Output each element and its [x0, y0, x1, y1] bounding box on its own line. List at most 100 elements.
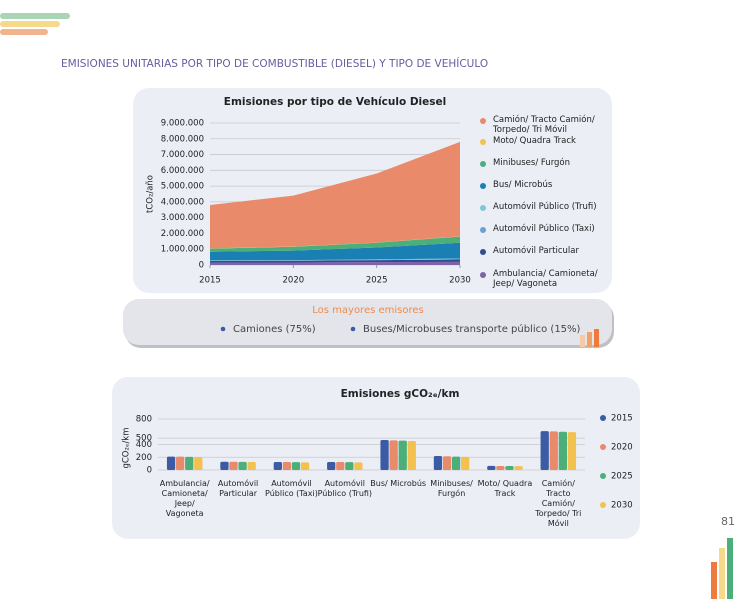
- area: [210, 242, 460, 261]
- legend-swatch: [480, 227, 486, 233]
- bar: [487, 465, 496, 470]
- bar: [220, 461, 229, 470]
- page-title: EMISIONES UNITARIAS POR TIPO DE COMBUSTI…: [61, 57, 488, 70]
- decor-bar: [711, 562, 717, 599]
- legend-label: Automóvil Particular: [493, 246, 579, 256]
- legend-label: Moto/ Quadra Track: [493, 136, 576, 146]
- bar: [567, 432, 577, 470]
- legend-label: Ambulancia/ Camioneta/ Jeep/ Vagoneta: [493, 269, 598, 289]
- icon: [580, 335, 585, 347]
- y-tick-label: 4.000.000: [161, 197, 204, 207]
- x-tick-label: 2020: [283, 276, 305, 286]
- y-tick-label: 200: [136, 453, 152, 463]
- callout-item: Camiones (75%): [233, 324, 316, 335]
- y-tick-label: 0: [147, 466, 152, 476]
- legend-label: Camión/ Tracto Camión/ Torpedo/ Tri Móvi…: [493, 115, 595, 135]
- legend-swatch: [480, 249, 486, 255]
- bar: [273, 462, 282, 470]
- legend-swatch: [480, 183, 486, 189]
- x-tick-label: 2015: [199, 276, 221, 286]
- x-tick-label: Moto/ Quadra Track: [477, 479, 533, 498]
- y-tick-label: 400: [136, 440, 152, 450]
- legend-swatch: [480, 272, 486, 278]
- bar: [433, 455, 443, 470]
- chart-title: Emisiones gCO₂ₑ/km: [341, 388, 460, 400]
- icon: [594, 329, 599, 347]
- legend-swatch: [480, 205, 486, 211]
- legend-swatch: [600, 444, 606, 450]
- area: [210, 236, 460, 252]
- legend-label: Automóvil Público (Taxi): [493, 224, 595, 234]
- bar: [291, 462, 301, 470]
- bar: [398, 440, 407, 470]
- bar: [451, 456, 461, 470]
- x-tick-label: Bus/ Microbús: [370, 479, 427, 488]
- bullet: [350, 326, 356, 332]
- legend-swatch: [600, 502, 606, 508]
- legend-label: 2015: [611, 414, 633, 424]
- bar: [327, 462, 336, 470]
- legend-swatch: [480, 161, 486, 167]
- decor-bar: [0, 13, 70, 19]
- y-axis-label: tCO₂/año: [146, 175, 156, 213]
- bar: [247, 462, 256, 470]
- bar: [238, 461, 247, 470]
- bar: [194, 457, 203, 470]
- bar: [336, 462, 345, 470]
- bullet: [220, 326, 226, 332]
- y-tick-label: 3.000.000: [161, 213, 204, 223]
- bar: [176, 456, 185, 470]
- x-tick-label: Ambulancia/ Camioneta/ Jeep/ Vagoneta: [159, 479, 210, 518]
- bar: [442, 456, 452, 470]
- x-tick-label: 2030: [449, 276, 471, 286]
- y-tick-label: 800: [136, 415, 152, 425]
- bar: [229, 461, 238, 470]
- decor-bar: [0, 29, 48, 35]
- legend-label: Bus/ Microbús: [493, 180, 553, 190]
- legend-swatch: [480, 139, 486, 145]
- bar: [514, 466, 523, 470]
- x-tick-label: Automóvil Público (Trufi): [317, 479, 373, 498]
- area: [210, 258, 460, 261]
- y-axis-label: gCO₂ₑ/km: [122, 427, 132, 468]
- decor-bar: [719, 548, 725, 599]
- area: [210, 141, 460, 249]
- callout: [123, 299, 612, 345]
- decor-bar: [727, 538, 733, 599]
- legend-label: 2030: [611, 501, 633, 511]
- y-tick-label: 0: [199, 261, 204, 271]
- x-tick-label: Automóvil Público (Taxi): [265, 479, 318, 498]
- bar: [540, 431, 549, 470]
- x-tick-label: 2025: [366, 276, 388, 286]
- chart-title: Emisiones por tipo de Vehículo Diesel: [224, 96, 446, 108]
- bar: [389, 440, 398, 470]
- y-tick-label: 6.000.000: [161, 166, 204, 176]
- legend-label: Minibuses/ Furgón: [493, 158, 571, 168]
- bar: [300, 462, 310, 470]
- bar: [380, 440, 389, 470]
- x-tick-label: Automóvil Particular: [217, 479, 259, 498]
- bar: [461, 456, 470, 470]
- y-tick-label: 500: [136, 434, 152, 444]
- bar: [407, 440, 416, 470]
- bar: [185, 456, 194, 470]
- legend-swatch: [600, 415, 606, 421]
- legend-label: Automóvil Público (Trufi): [493, 202, 597, 212]
- bar: [354, 462, 363, 470]
- y-tick-label: 9.000.000: [161, 119, 204, 129]
- bar: [549, 431, 558, 470]
- y-tick-label: 5.000.000: [161, 182, 204, 192]
- bar: [496, 465, 505, 470]
- y-tick-label: 7.000.000: [161, 150, 204, 160]
- legend-swatch: [600, 473, 606, 479]
- y-tick-label: 1.000.000: [161, 245, 204, 255]
- bar: [166, 456, 176, 470]
- bar: [282, 462, 292, 470]
- bar: [558, 431, 567, 470]
- area: [210, 261, 460, 265]
- y-tick-label: 8.000.000: [161, 134, 204, 144]
- legend-swatch: [480, 118, 486, 124]
- page-number: 81: [721, 515, 735, 528]
- area: [210, 259, 460, 263]
